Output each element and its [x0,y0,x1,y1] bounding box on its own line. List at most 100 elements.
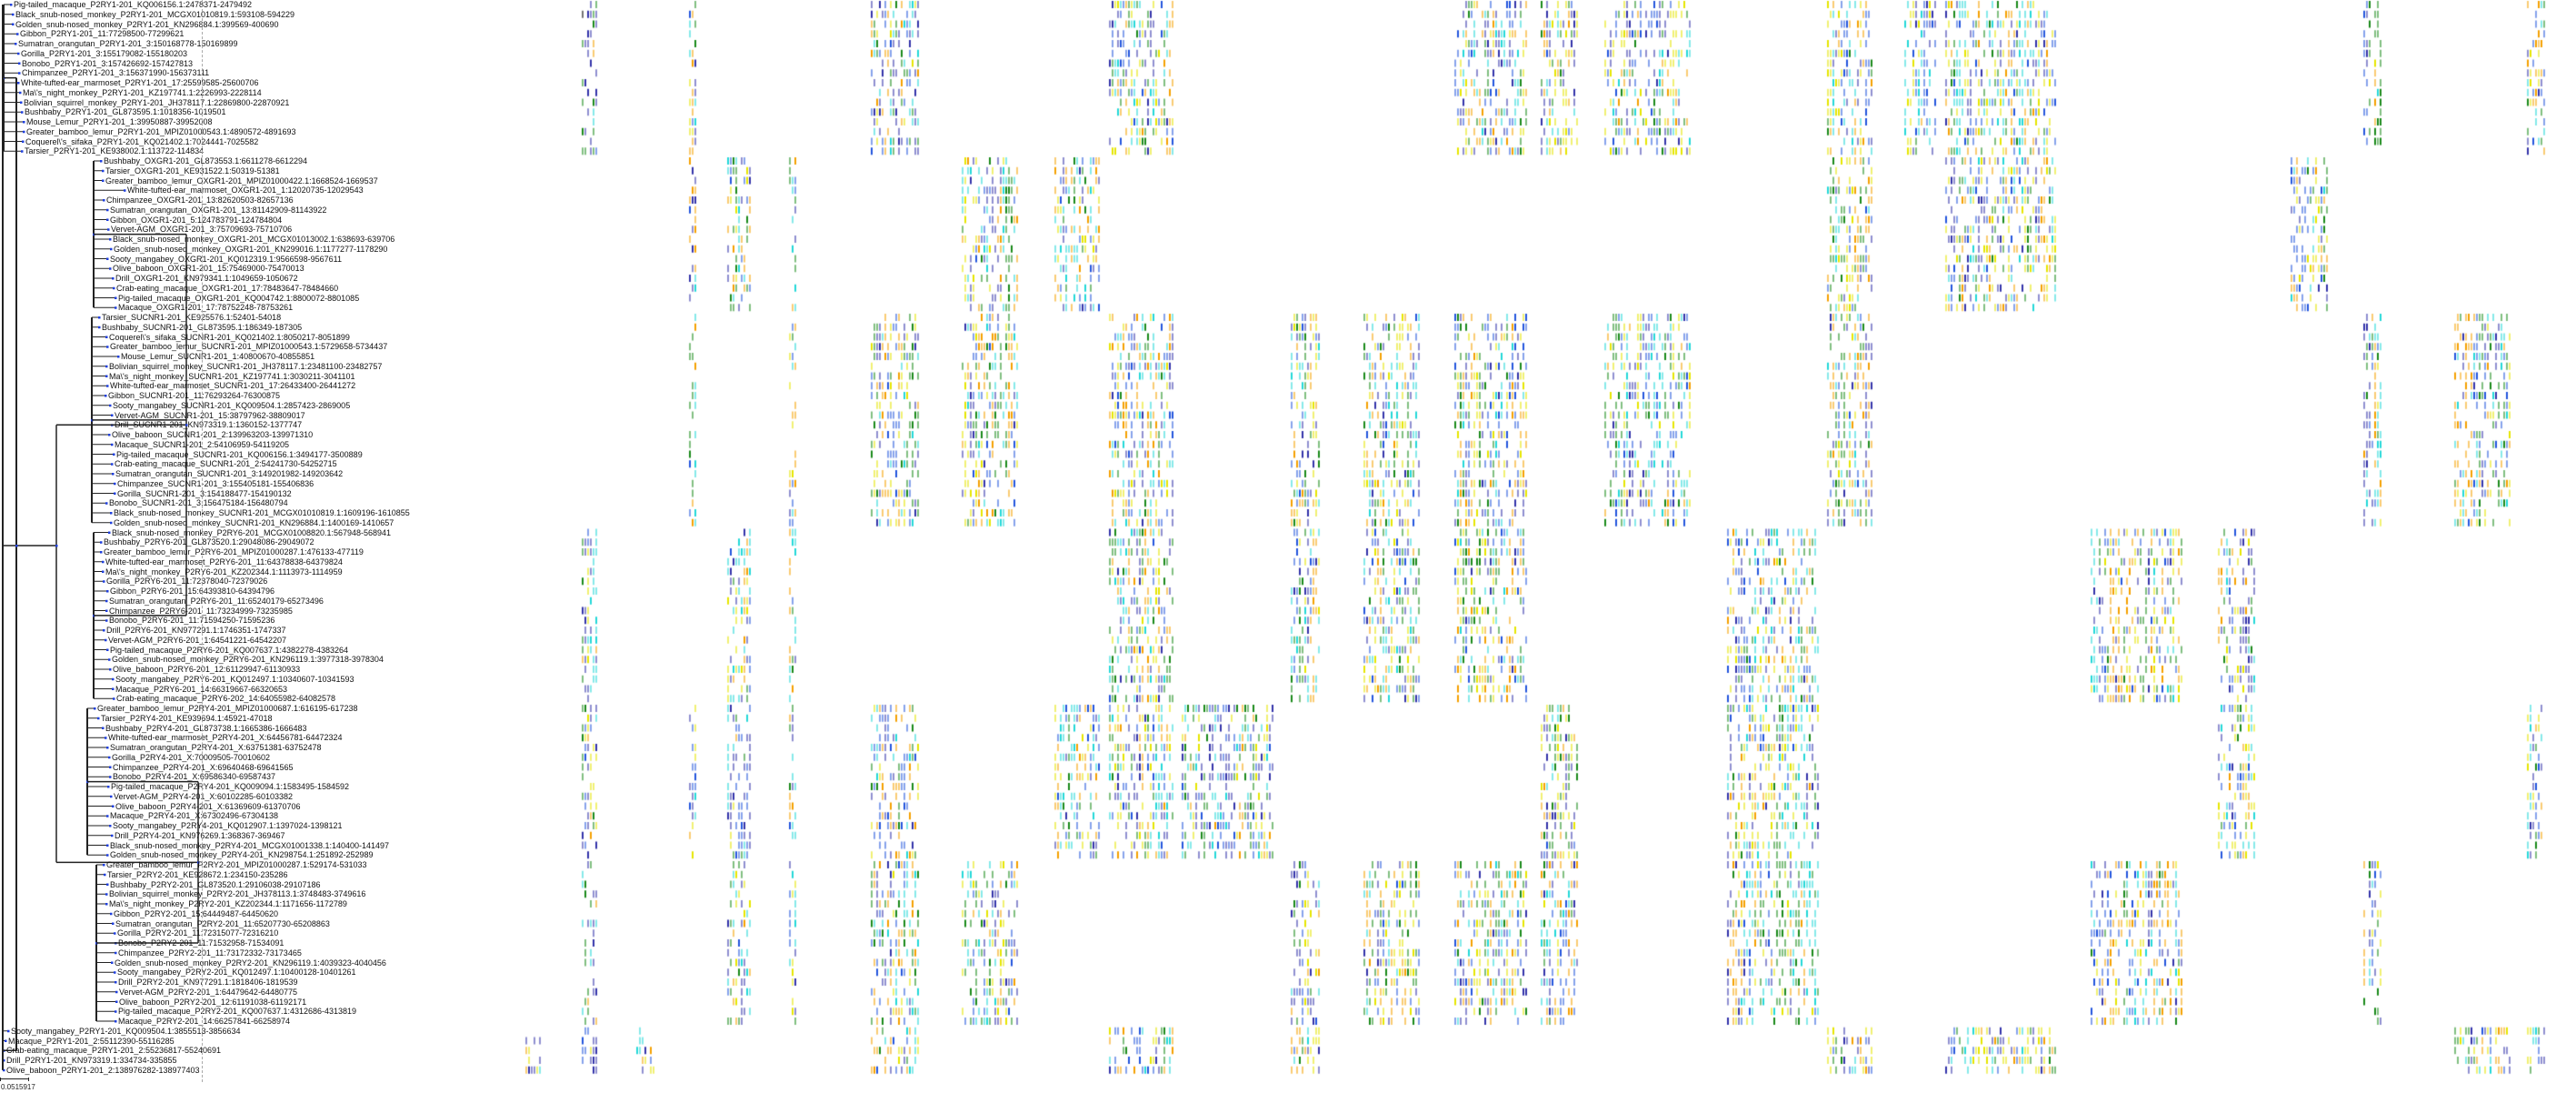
leaf-label[interactable]: Golden_snub-nosed_monkey_P2RY1-201_KN296… [15,19,279,29]
leaf-label[interactable]: Chimpanzee_P2RY1-201_3:156371990-1563731… [22,68,210,78]
node-marker [108,756,111,759]
leaf-label[interactable]: Vervet-AGM_OXGR1-201_3:75709693-75710706 [111,225,292,234]
node-marker [112,677,115,681]
leaf-label[interactable]: Bushbaby_P2RY1-201_GL873595.1:1018356-10… [25,107,226,117]
node-marker [103,580,105,583]
leaf-label[interactable]: Bonobo_P2RY4-201_X:69586340-69587437 [113,772,275,782]
node-marker [105,502,108,505]
node-marker [110,521,113,525]
node-marker [100,541,103,544]
leaf-label[interactable]: Tarsier_OXGR1-201_KE931522.1:50319-51381 [105,165,280,175]
node-marker [197,861,200,864]
leaf-label[interactable]: Gorilla_P2RY2-201_11:72315077-72316210 [117,928,279,938]
node-marker [3,1059,5,1062]
leaf-label[interactable]: Drill_P2RY1-201_KN973319.1:334734-335855 [6,1056,177,1065]
node-marker [23,130,25,134]
node-marker [110,912,113,916]
node-marker [108,434,111,436]
node-marker [97,717,100,720]
node-marker [105,365,108,368]
node-marker [115,296,117,299]
leaf-label[interactable]: Gibbon_P2RY2-201_15:64449487-64450620 [114,908,278,918]
node-marker [117,356,120,358]
leaf-label[interactable]: Chimpanzee_OXGR1-201_13:82620503-8265713… [106,196,294,205]
node-marker [109,238,112,241]
node-marker [112,922,115,925]
node-marker [115,990,118,994]
node-marker [109,404,112,407]
node-marker [106,257,109,260]
leaf-label[interactable]: Gorilla_P2RY4-201_X:70009505-70010602 [112,752,270,762]
node-marker [107,228,110,231]
node-marker [21,111,24,114]
node-marker [16,33,19,35]
leaf-label[interactable]: Mouse_Lemur_P2RY1-201_1:39950887-3995200… [26,117,213,126]
leaf-label[interactable]: Gibbon_OXGR1-201_5:124783791-124784804 [110,215,283,225]
node-marker [115,981,117,984]
node-marker [124,189,126,192]
leaf-label[interactable]: Gorilla_P2RY6-201_11:72378040-72379026 [106,577,268,587]
node-marker [105,375,108,377]
node-marker [98,316,101,319]
leaf-label[interactable]: Tarsier_P2RY2-201_KE928672.1:234150-2352… [107,869,288,879]
node-marker [110,512,113,515]
leaf-label[interactable]: Tarsier_SUCNR1-201_KE925576.1:52401-5401… [102,313,282,322]
node-marker [106,854,109,857]
leaf-label[interactable]: Macaque_SUCNR1-201_2:54106959-54119205 [115,440,289,449]
leaf-label[interactable]: Macaque_P2RY6-201_14:66319667-66320653 [115,685,287,694]
node-marker [22,140,25,143]
node-marker [98,326,101,329]
leaf-label[interactable]: Black_snub-nosed_monkey_P2RY1-201_MCGX01… [15,9,295,19]
node-marker [105,737,107,739]
leaf-label[interactable]: Bonobo_P2RY6-201_11:71594250-71595236 [109,616,275,626]
node-marker [108,531,111,534]
leaf-label[interactable]: Pig-tailed_macaque_P2RY1-201_KQ006156.1:… [14,0,253,9]
leaf-label[interactable]: Tarsier_P2RY4-201_KE939694.1:45921-47018 [101,713,273,723]
leaf-label[interactable]: Greater_bamboo_lemur_P2RY1-201_MPIZ01000… [26,126,296,136]
leaf-label[interactable]: Vervet-AGM_P2RY6-201_1:64541221-64542207 [108,635,286,645]
leaf-label[interactable]: Olive_baboon_P2RY1-201_2:138976282-13897… [6,1065,200,1075]
phylogenetic-tree [2,4,200,1072]
node-marker [105,395,107,397]
leaf-label[interactable]: Bolivian_squirrel_monkey_P2RY1-201_JH378… [24,97,290,107]
leaf-label[interactable]: Chimpanzee_P2RY6-201_11:73234999-7323598… [109,606,293,616]
leaf-label[interactable]: Bonobo_P2RY1-201_3:157426692-157427813 [22,58,194,68]
leaf-label[interactable]: Coquerel\'s_sifaka_P2RY1-201_KQ021402.1:… [25,136,259,146]
node-marker [18,72,21,75]
alignment-view[interactable] [202,0,2576,1091]
node-marker [113,286,115,290]
leaf-label[interactable]: Bonobo_P2RY2-201_11:71532958-71534091 [118,938,284,948]
scale-bar [0,1078,29,1081]
leaf-label[interactable]: Ma\'s_night_monkey_P2RY1-201_KZ197741.1:… [23,87,262,97]
leaf-label[interactable]: Drill_P2RY6-201_KN977291.1:1746351-17473… [106,626,286,635]
leaf-label[interactable]: Gibbon_SUCNR1-201_11:76293264-76300875 [108,391,280,400]
node-marker [106,590,109,593]
leaf-label[interactable]: Sumatran_orangutan_P2RY1-201_3:150168778… [18,39,238,48]
leaf-label[interactable]: Gibbon_P2RY6-201_15:64393810-64394796 [110,587,275,596]
node-marker [115,1020,117,1023]
leaf-label[interactable]: Sooty_mangabey_P2RY1-201_KQ009504.1:3855… [11,1026,241,1036]
node-marker [106,815,109,817]
node-marker [12,13,15,16]
leaf-label[interactable]: Drill_P2RY4-201_KN976269.1:368367-369467 [115,830,285,840]
node-marker [21,150,24,153]
leaf-label[interactable]: Bonobo_SUCNR1-201_3:156475184-156480794 [109,498,288,508]
node-marker [114,482,116,486]
node-marker [112,687,115,690]
node-marker [7,1029,10,1033]
leaf-label[interactable]: Tarsier_P2RY1-201_KE938002.1:113722-1148… [25,146,205,156]
node-marker [114,971,116,974]
node-marker [106,346,109,348]
leaf-label[interactable]: Crab-eating_macaque_P2RY1-201_2:55236817… [6,1046,222,1056]
node-marker [5,1039,7,1042]
node-marker [100,160,103,163]
node-marker [106,218,109,221]
node-marker [23,121,25,124]
leaf-label[interactable]: Macaque_P2RY1-201_2:55112390-55116285 [8,1036,175,1046]
leaf-label[interactable]: Macaque_P2RY4-201_X:67302496-67304138 [110,811,278,821]
node-marker [112,805,115,807]
leaf-label[interactable]: White-tufted-ear_marmoset_P2RY1-201_17:2… [21,78,259,87]
node-marker [102,560,105,564]
leaf-label[interactable]: Gibbon_P2RY1-201_11:77298500-77299621 [20,29,185,39]
leaf-label[interactable]: Gorilla_P2RY1-201_3:155179082-155180203 [21,48,187,58]
